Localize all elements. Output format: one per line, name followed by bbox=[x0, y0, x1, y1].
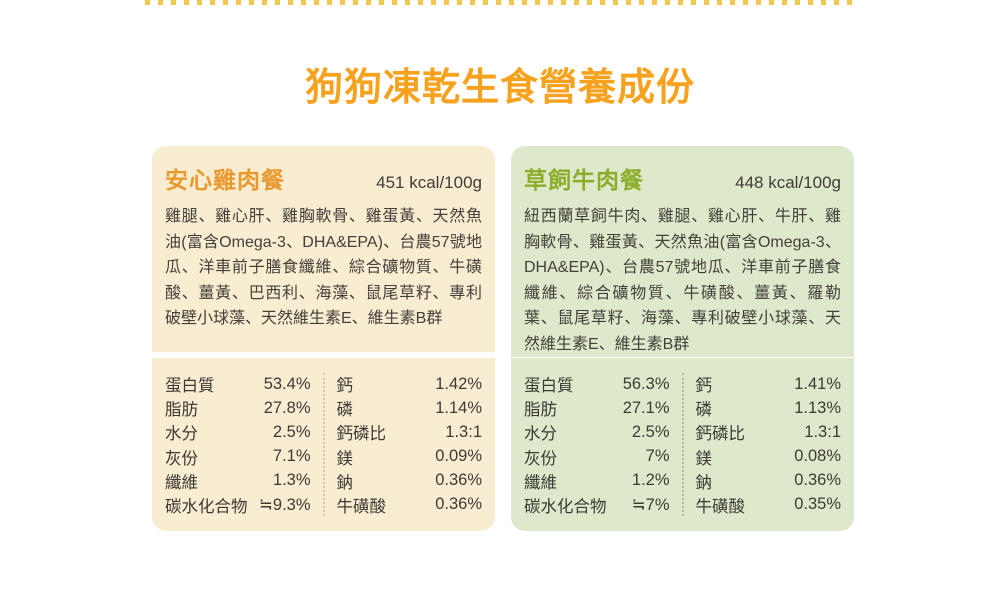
beef-ingredients-section: 草飼牛肉餐 448 kcal/100g 紐西蘭草飼牛肉、雞腿、雞心肝、牛肝、雞胸… bbox=[511, 146, 854, 357]
nutrient-value: 27.8% bbox=[263, 398, 311, 417]
nutrient-name: 鈣磷比 bbox=[695, 425, 746, 444]
nutrition-column-left: 蛋白質 53.4% 脂肪 27.8% 水分 2.5% 灰份 7.1% 纖維 1.3% 碳水化合物 ≒9… bbox=[165, 371, 311, 518]
nutrition-row: 鈣磷比 1.3:1 bbox=[337, 420, 483, 444]
nutrient-value: ≒9.3% bbox=[259, 495, 311, 514]
nutrition-row: 灰份 7% bbox=[524, 445, 670, 469]
beef-ingredients-text: 紐西蘭草飼牛肉、雞腿、雞心肝、牛肝、雞胸軟骨、雞蛋黃、天然魚油(富含Omega-… bbox=[524, 208, 841, 353]
nutrient-name: 鎂 bbox=[336, 449, 354, 468]
nutrition-row: 灰份 7.1% bbox=[165, 445, 311, 469]
nutrition-row: 鈣 1.41% bbox=[696, 372, 842, 396]
nutrition-row: 水分 2.5% bbox=[524, 420, 670, 444]
section-divider bbox=[511, 357, 854, 358]
nutrient-value: 27.1% bbox=[622, 398, 670, 417]
nutrient-name: 鈣磷比 bbox=[336, 425, 387, 444]
nutrient-name: 脂肪 bbox=[524, 401, 557, 420]
chicken-nutrition-table: 蛋白質 53.4% 脂肪 27.8% 水分 2.5% 灰份 7.1% 纖維 1.3% 碳水化合物 ≒9… bbox=[152, 358, 495, 531]
nutrient-value: 7% bbox=[645, 447, 670, 466]
nutrition-row: 鎂 0.09% bbox=[337, 445, 483, 469]
nutrition-row: 磷 1.13% bbox=[696, 396, 842, 420]
nutrition-row: 纖維 1.2% bbox=[524, 469, 670, 493]
nutrition-row: 脂肪 27.1% bbox=[524, 396, 670, 420]
nutrient-name: 灰份 bbox=[165, 449, 198, 468]
nutrient-value: 56.3% bbox=[622, 374, 670, 393]
nutrition-row: 磷 1.14% bbox=[337, 396, 483, 420]
nutrition-column-right: 鈣 1.42% 磷 1.14% 鈣磷比 1.3:1 鎂 0.09% 鈉 0.36% 牛磺酸 0.36% bbox=[337, 371, 483, 518]
nutrition-row: 水分 2.5% bbox=[165, 420, 311, 444]
section-divider bbox=[152, 352, 495, 358]
nutrition-row: 鈉 0.36% bbox=[337, 469, 483, 493]
nutrient-value: ≒7% bbox=[631, 495, 670, 514]
chicken-ingredients-text: 雞腿、雞心肝、雞胸軟骨、雞蛋黃、天然魚油(富含Omega-3、DHA&EPA)、… bbox=[165, 208, 482, 327]
nutrient-name: 牛磺酸 bbox=[695, 497, 746, 516]
beef-card-header: 草飼牛肉餐 448 kcal/100g bbox=[524, 161, 841, 195]
nutrition-column-left: 蛋白質 56.3% 脂肪 27.1% 水分 2.5% 灰份 7% 纖維 1.2% 碳水化合物 ≒7% bbox=[524, 371, 670, 518]
nutrient-value: 1.42% bbox=[435, 374, 482, 393]
nutrient-name: 水分 bbox=[165, 425, 198, 444]
beef-card-title: 草飼牛肉餐 bbox=[524, 167, 644, 193]
nutrient-value: 0.36% bbox=[794, 471, 841, 490]
nutrient-name: 水分 bbox=[524, 425, 557, 444]
chicken-card-title: 安心雞肉餐 bbox=[165, 167, 285, 193]
nutrient-name: 纖維 bbox=[524, 473, 557, 492]
nutrition-row: 蛋白質 53.4% bbox=[165, 372, 311, 396]
nutrient-value: 1.3% bbox=[272, 471, 311, 490]
nutrition-row: 碳水化合物 ≒9.3% bbox=[165, 493, 311, 517]
nutrient-name: 蛋白質 bbox=[165, 377, 215, 396]
table-column-divider bbox=[681, 373, 684, 516]
nutrition-row: 脂肪 27.8% bbox=[165, 396, 311, 420]
nutrient-value: 53.4% bbox=[263, 374, 311, 393]
nutrition-row: 纖維 1.3% bbox=[165, 469, 311, 493]
nutrient-value: 0.08% bbox=[794, 447, 841, 466]
chicken-kcal-label: 451 kcal/100g bbox=[376, 173, 482, 192]
meal-cards-container: 安心雞肉餐 451 kcal/100g 雞腿、雞心肝、雞胸軟骨、雞蛋黃、天然魚油… bbox=[152, 146, 854, 531]
nutrient-value: 1.41% bbox=[794, 374, 841, 393]
nutrient-name: 鈉 bbox=[336, 473, 354, 492]
chicken-card-header: 安心雞肉餐 451 kcal/100g bbox=[165, 161, 482, 195]
nutrient-name: 碳水化合物 bbox=[524, 497, 607, 516]
nutrient-value: 0.09% bbox=[435, 447, 482, 466]
nutrient-value: 1.14% bbox=[435, 398, 482, 417]
nutrition-row: 鈣 1.42% bbox=[337, 372, 483, 396]
nutrition-row: 碳水化合物 ≒7% bbox=[524, 493, 670, 517]
nutrient-name: 灰份 bbox=[524, 449, 557, 468]
nutrition-row: 牛磺酸 0.36% bbox=[337, 493, 483, 517]
nutrient-value: 0.35% bbox=[794, 495, 841, 514]
nutrient-name: 鈣 bbox=[695, 377, 713, 396]
nutrition-row: 蛋白質 56.3% bbox=[524, 372, 670, 396]
nutrient-value: 0.36% bbox=[435, 471, 482, 490]
nutrient-name: 鎂 bbox=[695, 449, 713, 468]
nutrition-row: 鈣磷比 1.3:1 bbox=[696, 420, 842, 444]
nutrient-value: 0.36% bbox=[435, 495, 482, 514]
beef-nutrition-table: 蛋白質 56.3% 脂肪 27.1% 水分 2.5% 灰份 7% 纖維 1.2% 碳水化合物 ≒7% … bbox=[511, 358, 854, 531]
nutrient-name: 磷 bbox=[336, 401, 354, 420]
nutrition-row: 鎂 0.08% bbox=[696, 445, 842, 469]
nutrient-value: 2.5% bbox=[272, 422, 311, 441]
meal-card-beef: 草飼牛肉餐 448 kcal/100g 紐西蘭草飼牛肉、雞腿、雞心肝、牛肝、雞胸… bbox=[511, 146, 854, 531]
nutrient-value: 1.3:1 bbox=[445, 422, 482, 441]
nutrient-name: 鈣 bbox=[336, 377, 354, 396]
meal-card-chicken: 安心雞肉餐 451 kcal/100g 雞腿、雞心肝、雞胸軟骨、雞蛋黃、天然魚油… bbox=[152, 146, 495, 531]
beef-kcal-label: 448 kcal/100g bbox=[735, 173, 841, 192]
page-title: 狗狗凍乾生食營養成份 bbox=[304, 67, 695, 109]
nutrition-row: 鈉 0.36% bbox=[696, 469, 842, 493]
nutrient-value: 1.3:1 bbox=[804, 422, 841, 441]
nutrient-value: 7.1% bbox=[272, 447, 311, 466]
chicken-ingredients-section: 安心雞肉餐 451 kcal/100g 雞腿、雞心肝、雞胸軟骨、雞蛋黃、天然魚油… bbox=[152, 146, 495, 352]
dotted-border-decoration bbox=[145, 0, 855, 5]
nutrient-name: 纖維 bbox=[165, 473, 198, 492]
nutrient-name: 磷 bbox=[695, 401, 713, 420]
nutrition-column-right: 鈣 1.41% 磷 1.13% 鈣磷比 1.3:1 鎂 0.08% 鈉 0.36% 牛磺酸 0.35% bbox=[696, 371, 842, 518]
nutrient-value: 1.2% bbox=[631, 471, 670, 490]
table-column-divider bbox=[322, 373, 325, 516]
nutrient-name: 碳水化合物 bbox=[165, 497, 248, 516]
nutrient-name: 脂肪 bbox=[165, 401, 198, 420]
nutrient-value: 1.13% bbox=[794, 398, 841, 417]
nutrition-row: 牛磺酸 0.35% bbox=[696, 493, 842, 517]
nutrient-value: 2.5% bbox=[631, 422, 670, 441]
nutrient-name: 蛋白質 bbox=[524, 377, 574, 396]
nutrient-name: 牛磺酸 bbox=[336, 497, 387, 516]
nutrient-name: 鈉 bbox=[695, 473, 713, 492]
